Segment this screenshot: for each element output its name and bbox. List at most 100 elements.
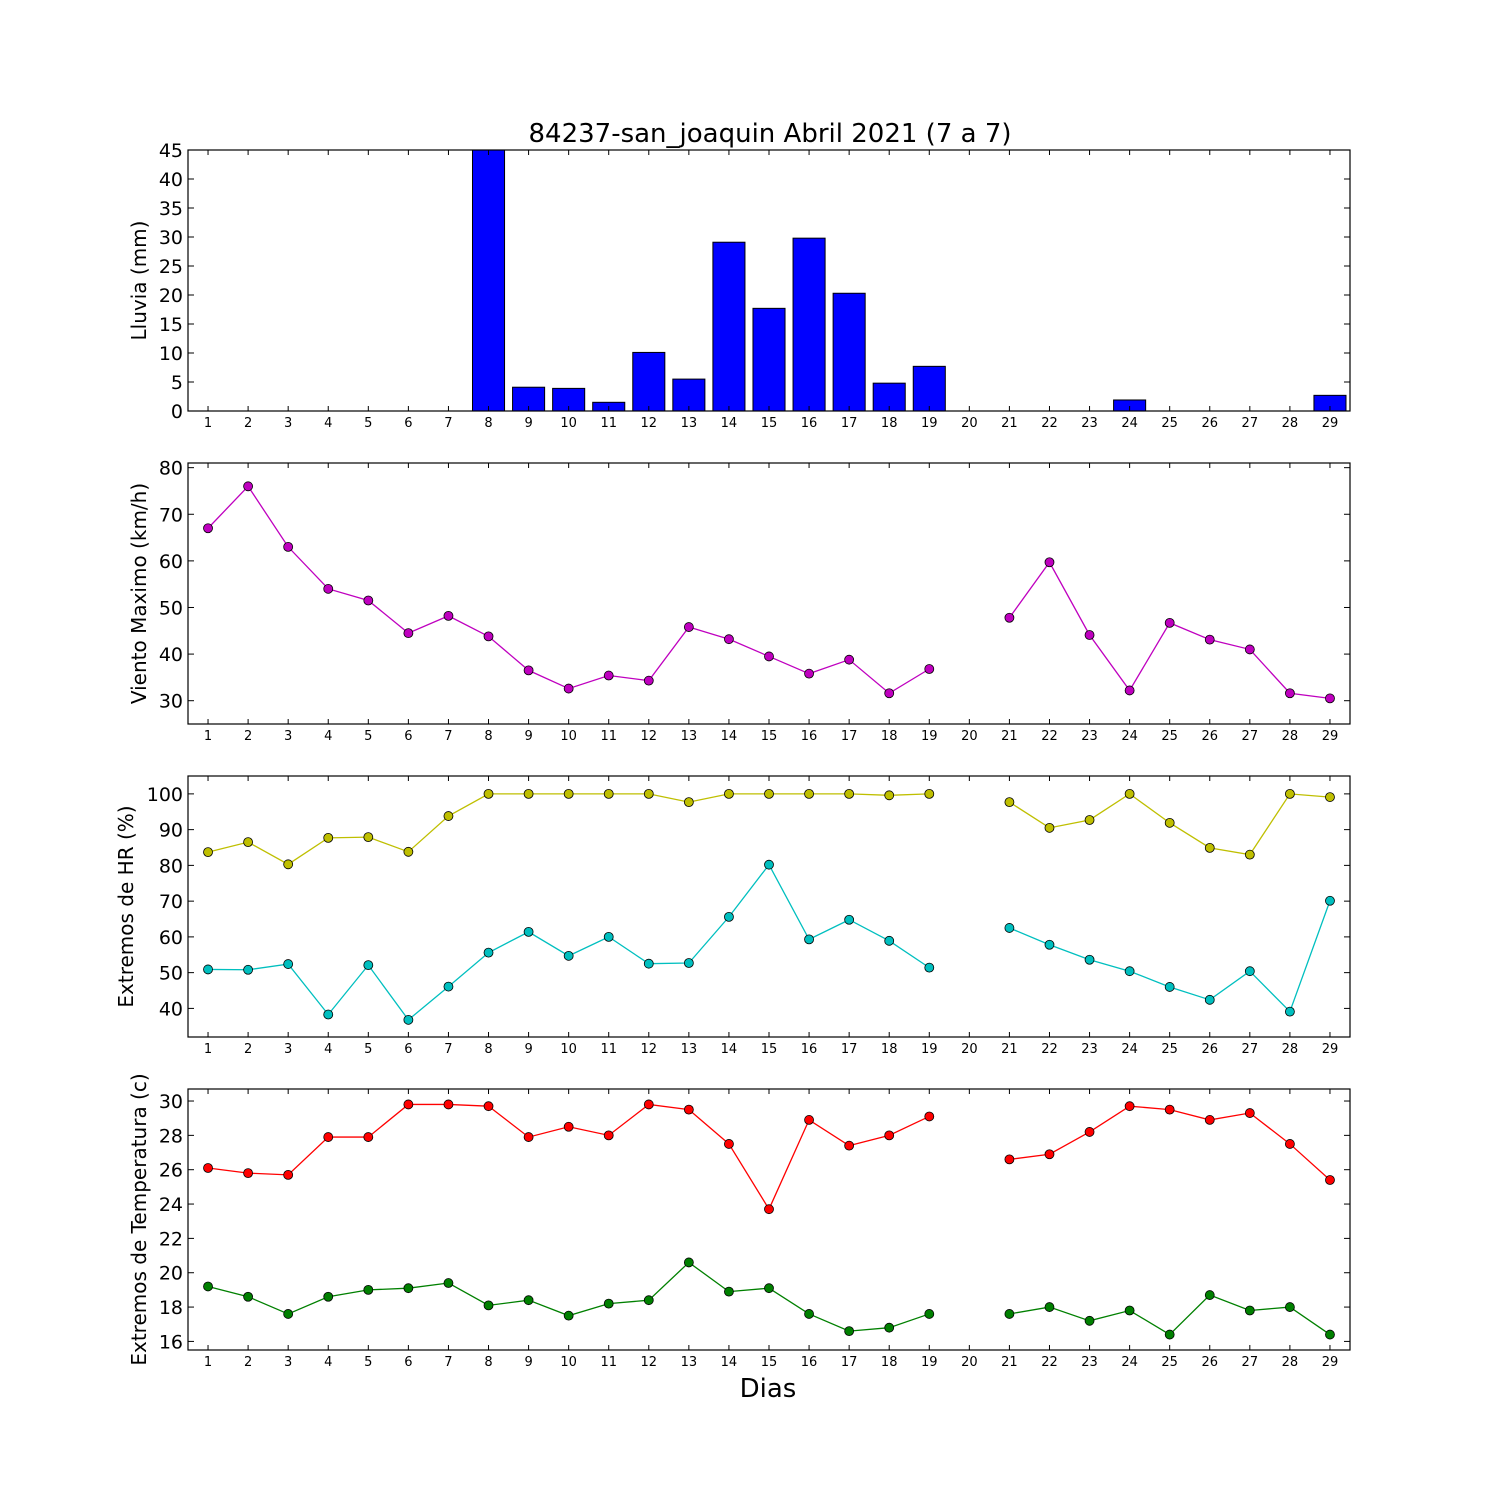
humidity-series-2-point-day-26 [1204, 994, 1215, 1005]
humidity-series-2-point-day-22 [1044, 939, 1055, 950]
rain-x-tick-label-13: 13 [681, 416, 698, 431]
rain-x-tick-label-24: 24 [1121, 416, 1138, 431]
humidity-series-1-line-1 [207, 793, 930, 866]
temperature-series-2-point-day-1 [203, 1281, 213, 1292]
wind-x-tick-label-20: 20 [961, 729, 978, 744]
wind-series-1-point-day-11 [603, 670, 614, 681]
rain-x-tick-label-5: 5 [364, 416, 372, 431]
temperature-series-1-point-day-19 [924, 1111, 935, 1122]
rain-x-tick-label-27: 27 [1242, 416, 1259, 431]
rain-y-tick-label-45: 45 [159, 140, 183, 162]
rain-x-tick-label-29: 29 [1322, 416, 1339, 431]
temperature-series-1-point-day-6 [403, 1099, 414, 1110]
humidity-series-2-point-day-27 [1244, 966, 1255, 977]
temperature-series-1-point-day-10 [563, 1121, 574, 1132]
temperature-y-tick-label-20: 20 [159, 1263, 183, 1285]
wind-series-1-point-day-21 [1004, 612, 1015, 623]
temperature-x-tick-label-9: 9 [524, 1355, 532, 1370]
temperature-series-2-point-day-3 [283, 1309, 294, 1319]
rain-x-tick-label-9: 9 [524, 416, 532, 431]
temperature-x-tick-label-2: 2 [244, 1355, 252, 1370]
temperature-x-tick-label-12: 12 [641, 1355, 658, 1370]
humidity-series-1-point-day-6 [403, 846, 414, 857]
wind-x-tick-label-15: 15 [761, 729, 778, 744]
humidity-x-tick-label-18: 18 [881, 1042, 898, 1057]
temperature-series-1-line-2 [1009, 1105, 1331, 1181]
rain-x-tick-label-7: 7 [444, 416, 452, 431]
temperature-series-1-point-day-18 [884, 1130, 895, 1141]
temperature-x-tick-label-13: 13 [681, 1355, 698, 1370]
temperature-x-tick-label-17: 17 [841, 1355, 858, 1370]
humidity-series-1-point-day-21 [1004, 797, 1015, 807]
wind-x-tick-label-26: 26 [1201, 729, 1218, 744]
rain-x-tick-label-2: 2 [244, 416, 252, 431]
rain-x-tick-label-3: 3 [284, 416, 292, 431]
humidity-series-2-point-day-21 [1004, 923, 1015, 933]
wind-x-tick-label-27: 27 [1242, 729, 1259, 744]
humidity-x-tick-label-29: 29 [1322, 1042, 1339, 1057]
humidity-x-tick-label-11: 11 [600, 1042, 617, 1057]
temperature-x-tick-label-19: 19 [921, 1355, 938, 1370]
wind-y-tick-label-50: 50 [159, 597, 183, 619]
rain-bar-day-14 [712, 241, 746, 412]
temperature-series-1-point-day-7 [443, 1099, 454, 1110]
rain-x-tick-label-26: 26 [1201, 416, 1218, 431]
temperature-x-tick-label-15: 15 [761, 1355, 778, 1370]
humidity-series-1-point-day-23 [1084, 815, 1095, 825]
temperature-x-tick-label-3: 3 [284, 1355, 292, 1370]
temperature-series-1-point-day-2 [243, 1168, 254, 1179]
temperature-series-2-point-day-9 [523, 1295, 534, 1306]
humidity-x-tick-label-6: 6 [404, 1042, 412, 1057]
rain-x-tick-label-11: 11 [600, 416, 617, 431]
temperature-series-1-point-day-26 [1204, 1115, 1215, 1125]
temperature-x-tick-label-4: 4 [324, 1355, 332, 1370]
rain-y-tick-label-20: 20 [159, 285, 183, 307]
temperature-axes-frame [187, 1088, 1351, 1351]
wind-x-tick-label-8: 8 [484, 729, 492, 744]
humidity-x-tick-label-4: 4 [324, 1042, 332, 1057]
wind-x-tick-label-16: 16 [801, 729, 818, 744]
temperature-x-tick-label-23: 23 [1081, 1355, 1098, 1370]
temperature-x-tick-label-7: 7 [444, 1355, 452, 1370]
rain-x-tick-label-21: 21 [1001, 416, 1018, 431]
temperature-series-2-point-day-18 [884, 1322, 895, 1333]
humidity-series-2-point-day-1 [203, 964, 213, 975]
rain-y-tick-label-10: 10 [159, 343, 183, 365]
x-axis-label: Dias [740, 1374, 797, 1404]
humidity-x-tick-label-12: 12 [641, 1042, 658, 1057]
temperature-series-1-point-day-13 [683, 1104, 694, 1115]
humidity-x-tick-label-15: 15 [761, 1042, 778, 1057]
temperature-x-tick-label-21: 21 [1001, 1355, 1018, 1370]
humidity-series-2-point-day-12 [643, 958, 654, 969]
humidity-series-1-point-day-14 [724, 788, 734, 799]
temperature-x-tick-label-5: 5 [364, 1355, 372, 1370]
wind-y-tick-label-40: 40 [159, 644, 183, 666]
temperature-series-1-point-day-5 [363, 1132, 374, 1142]
panel-humidity: 1 2 3 4 5 6 7 8 9 10 11 12 13 14 15 16 17 18 19 20 21 22 23 24 2… [114, 775, 1351, 1057]
humidity-series-1-point-day-16 [804, 788, 814, 799]
temperature-series-1-point-day-16 [804, 1115, 814, 1125]
humidity-x-tick-label-16: 16 [801, 1042, 818, 1057]
temperature-series-2-point-day-11 [603, 1298, 614, 1309]
chart-panels: 1 2 3 4 5 6 7 8 9 10 11 12 13 14 15 16 17 18 19 20 21 22 23 24 2… [114, 140, 1351, 1370]
humidity-y-tick-label-50: 50 [159, 963, 183, 985]
wind-series-1-point-day-13 [683, 622, 694, 632]
temperature-series-1-point-day-25 [1164, 1104, 1175, 1115]
humidity-series-2-point-day-15 [764, 859, 774, 870]
temperature-series-1-point-day-14 [724, 1139, 734, 1149]
temperature-series-1-point-day-22 [1044, 1149, 1055, 1160]
wind-series-1-point-day-9 [523, 665, 534, 676]
temperature-series-1-point-day-9 [523, 1132, 534, 1142]
temperature-series-1-point-day-27 [1244, 1108, 1255, 1118]
wind-x-tick-label-12: 12 [641, 729, 658, 744]
wind-series-1-point-day-25 [1164, 617, 1175, 628]
temperature-y-tick-label-26: 26 [159, 1160, 183, 1182]
temperature-x-tick-label-26: 26 [1201, 1355, 1218, 1370]
wind-series-1-point-day-2 [243, 481, 254, 492]
humidity-series-1-point-day-26 [1204, 842, 1215, 853]
temperature-series-2-point-day-4 [323, 1291, 334, 1302]
wind-series-1-point-day-4 [323, 583, 334, 594]
temperature-series-1-point-day-21 [1004, 1154, 1015, 1165]
humidity-x-tick-label-13: 13 [681, 1042, 698, 1057]
wind-series-1-point-day-1 [203, 523, 213, 534]
